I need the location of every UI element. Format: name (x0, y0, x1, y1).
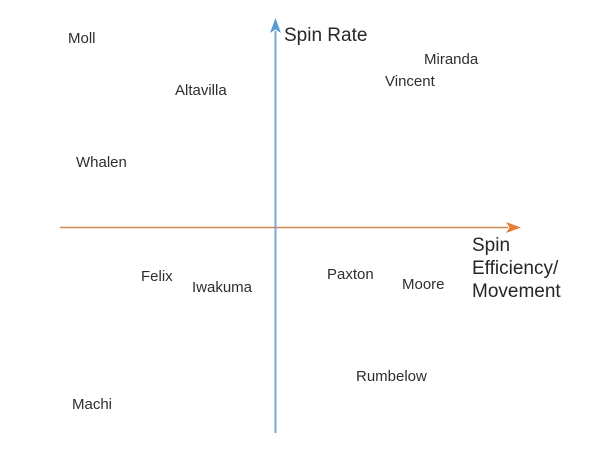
scatter-label-miranda: Miranda (424, 51, 479, 68)
scatter-label-moore: Moore (402, 276, 445, 293)
scatter-label-rumbelow: Rumbelow (356, 368, 427, 385)
scatter-label-iwakuma: Iwakuma (192, 279, 253, 296)
x-axis-arrowhead (506, 222, 521, 233)
scatter-label-paxton: Paxton (327, 266, 374, 283)
y-axis-arrowhead (270, 18, 281, 33)
scatter-label-vincent: Vincent (385, 73, 435, 90)
scatter-label-machi: Machi (72, 396, 113, 413)
scatter-label-altavilla: Altavilla (175, 82, 227, 99)
scatter-label-felix: Felix (141, 268, 173, 285)
x-axis-label: Spin Efficiency/ Movement (472, 235, 561, 302)
y-axis-label: Spin Rate (284, 25, 368, 46)
scatter-label-moll: Moll (68, 30, 96, 47)
scatter-label-whalen: Whalen (76, 154, 127, 171)
